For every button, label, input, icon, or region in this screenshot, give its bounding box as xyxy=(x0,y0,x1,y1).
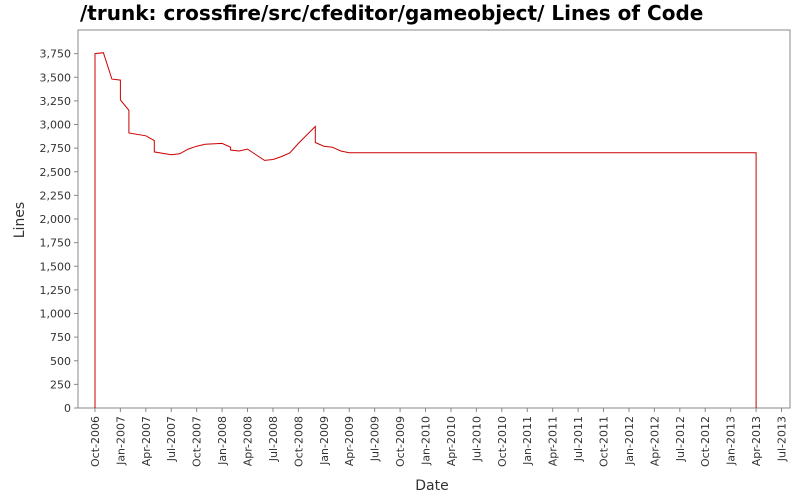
x-tick-label: Oct-2007 xyxy=(191,416,204,467)
plot-frame xyxy=(77,29,791,409)
y-tick-label: 750 xyxy=(50,331,71,344)
x-tick-label: Jan-2008 xyxy=(216,416,229,466)
x-tick-label: Jan-2010 xyxy=(420,416,433,466)
x-tick-label: Oct-2012 xyxy=(699,416,712,467)
x-tick-label: Jul-2011 xyxy=(572,416,585,462)
x-tick-label: Apr-2013 xyxy=(750,416,763,466)
chart-title: /trunk: crossfire/src/cfeditor/gameobjec… xyxy=(80,1,703,25)
x-tick-label: Jul-2013 xyxy=(776,416,789,462)
y-tick-label: 250 xyxy=(50,378,71,391)
y-tick-label: 2,000 xyxy=(40,213,72,226)
x-tick-label: Oct-2008 xyxy=(292,416,305,467)
x-axis-title: Date xyxy=(415,478,448,494)
y-tick-label: 500 xyxy=(50,355,71,368)
y-tick-label: 1,250 xyxy=(40,284,72,297)
x-tick-label: Apr-2010 xyxy=(445,416,458,466)
y-tick-label: 0 xyxy=(64,402,71,415)
x-tick-label: Jul-2009 xyxy=(369,416,382,462)
y-tick-label: 3,500 xyxy=(40,71,72,84)
line-series xyxy=(94,52,757,408)
y-tick-label: 3,000 xyxy=(40,119,72,132)
x-tick-label: Apr-2012 xyxy=(648,416,661,466)
x-tick-label: Jan-2011 xyxy=(521,416,534,466)
y-tick-label: 1,750 xyxy=(40,237,72,250)
x-tick-label: Jul-2012 xyxy=(674,416,687,462)
x-tick-label: Jul-2010 xyxy=(470,416,483,462)
y-tick-label: 3,750 xyxy=(40,48,72,61)
x-tick-label: Apr-2007 xyxy=(140,416,153,466)
y-tick-label: 1,000 xyxy=(40,308,72,321)
x-tick-label: Oct-2010 xyxy=(496,416,509,467)
x-tick-label: Jan-2012 xyxy=(623,416,636,466)
y-tick-label: 1,500 xyxy=(40,260,72,273)
x-tick-label: Jan-2009 xyxy=(318,416,331,466)
x-tick-label: Jan-2013 xyxy=(725,416,738,466)
x-tick-label: Jul-2008 xyxy=(267,416,280,462)
x-tick-label: Oct-2011 xyxy=(598,416,611,467)
x-tick-label: Jan-2007 xyxy=(114,416,127,466)
x-tick-label: Apr-2008 xyxy=(242,416,255,466)
y-tick-label: 2,750 xyxy=(40,142,72,155)
x-tick-label: Jul-2007 xyxy=(165,416,178,462)
x-tick-label: Oct-2009 xyxy=(394,416,407,467)
y-tick-label: 2,250 xyxy=(40,189,72,202)
x-tick-label: Apr-2011 xyxy=(547,416,560,466)
y-axis-title: Lines xyxy=(12,202,28,238)
x-tick-label: Apr-2009 xyxy=(343,416,356,466)
x-tick-label: Oct-2006 xyxy=(89,416,102,467)
y-tick-label: 2,500 xyxy=(40,166,72,179)
y-tick-label: 3,250 xyxy=(40,95,72,108)
